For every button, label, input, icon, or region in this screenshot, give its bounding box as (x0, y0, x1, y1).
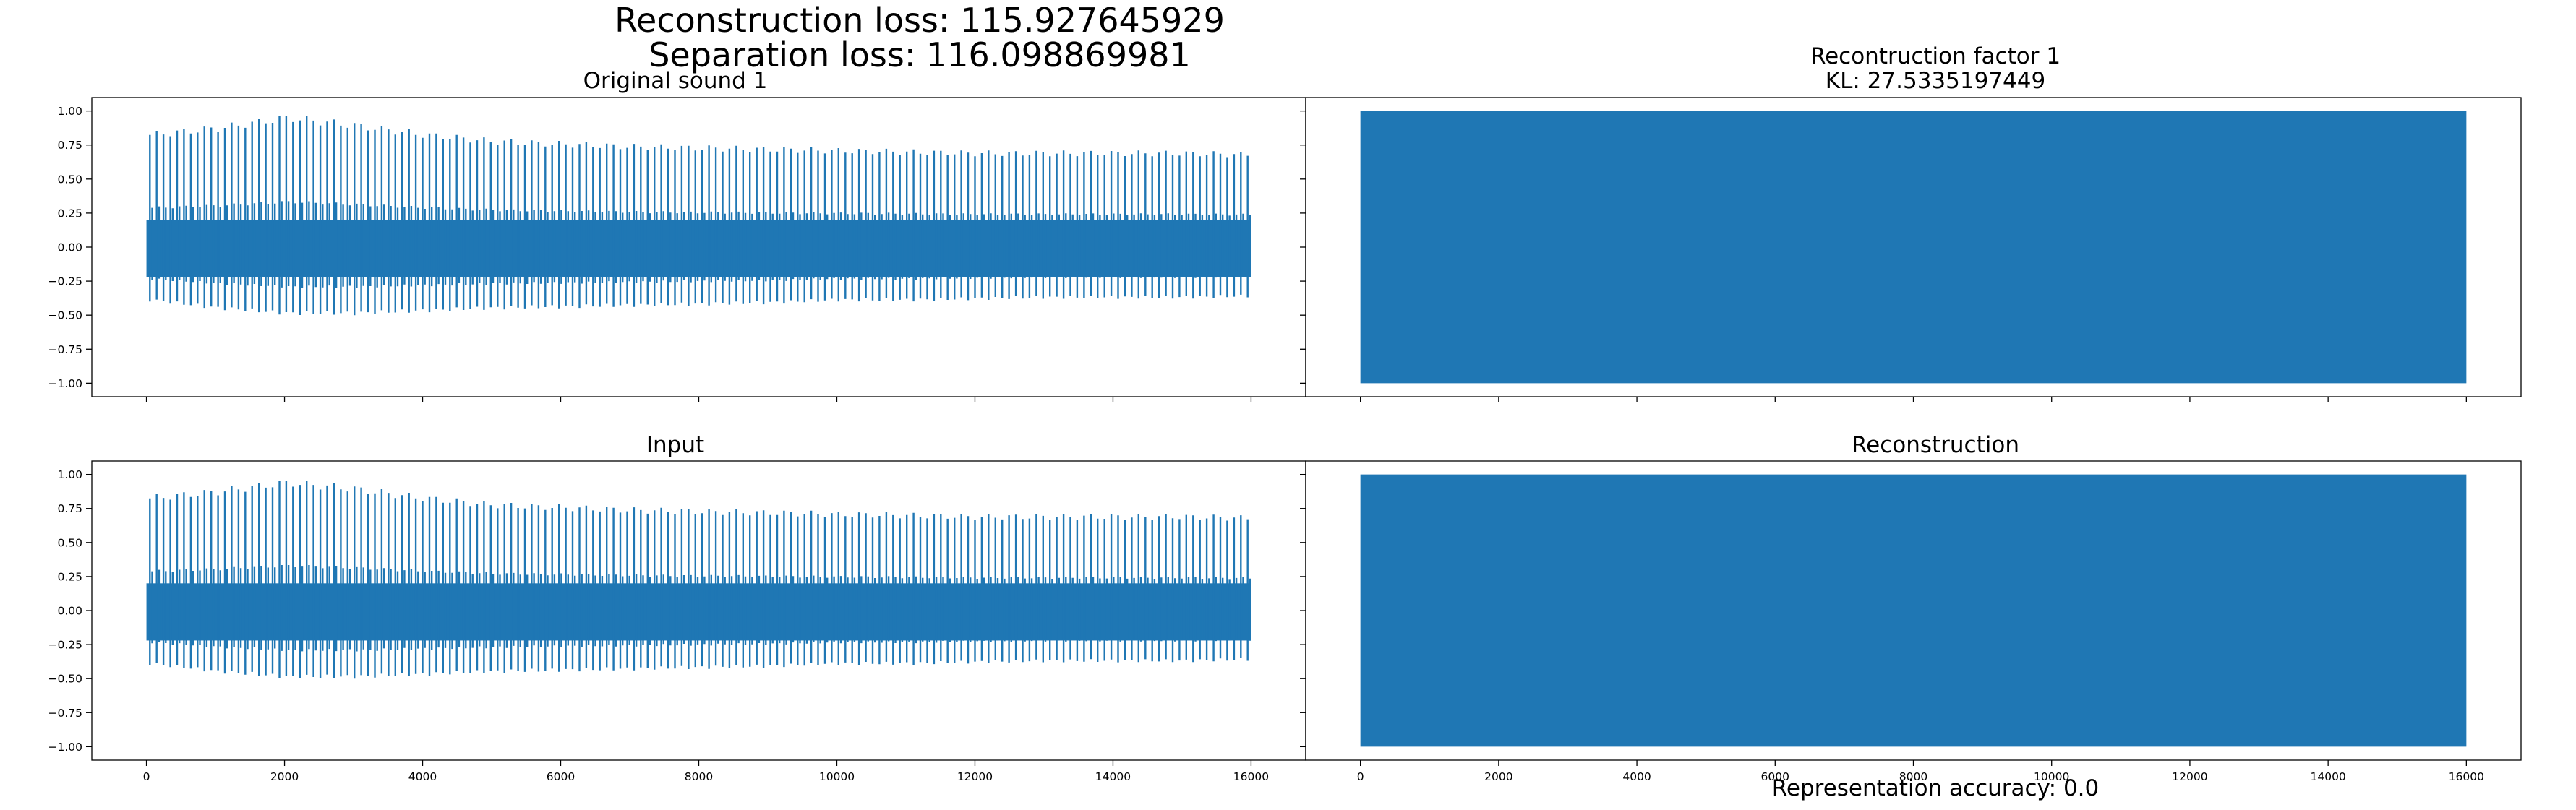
x-tick-label: 0 (1357, 770, 1364, 783)
series-line (149, 481, 1251, 679)
y-tick-label: −0.25 (48, 275, 83, 288)
y-tick-label: 0.00 (57, 605, 82, 618)
x-axis (1359, 397, 2468, 402)
suptitle-line1: Reconstruction loss: 115.927645929 (615, 1, 1225, 40)
subplot-title: Original sound 1 (583, 68, 768, 94)
y-tick-label: 0.25 (57, 207, 82, 220)
y-tick-label: −0.75 (48, 707, 83, 720)
subplot-title: Reconstruction (1852, 432, 2019, 458)
x-tick-label: 4000 (408, 770, 437, 783)
series-fill (1360, 474, 2467, 747)
x-axis (145, 397, 1252, 402)
series-fill (1360, 111, 2467, 384)
subplot-reconstruction: Reconstruction 0 2000 4000 6000 8000 10000 120… (1300, 432, 2522, 783)
x-axis: 0 2000 4000 6000 8000 10000 12000 14000 16000 (143, 760, 1269, 783)
y-tick-label: 0.00 (57, 241, 82, 254)
x-tick-label: 16000 (2449, 770, 2484, 783)
x-tick-label: 10000 (2034, 770, 2069, 783)
x-tick-label: 12000 (2172, 770, 2207, 783)
x-tick-label: 12000 (957, 770, 993, 783)
subplot-subtitle: KL: 27.5335197449 (1826, 68, 2045, 94)
x-tick-label: 8000 (685, 770, 713, 783)
subplot-input: Input −1.00 −0.75 −0.50 −0.25 0.00 0.25 0.50 0.… (48, 432, 1306, 783)
y-axis (1300, 110, 1306, 384)
y-tick-label: 0.25 (57, 570, 82, 583)
y-tick-label: −0.50 (48, 309, 83, 322)
y-tick-label: −0.50 (48, 673, 83, 686)
y-axis: −1.00 −0.75 −0.50 −0.25 0.00 0.25 0.50 0.75 1.00 (48, 105, 92, 390)
x-tick-label: 6000 (1761, 770, 1789, 783)
y-tick-label: 0.50 (57, 173, 82, 186)
x-tick-label: 6000 (547, 770, 575, 783)
y-tick-label: 0.50 (57, 536, 82, 549)
subplot-title: Input (646, 432, 704, 458)
suptitle-line2: Separation loss: 116.098869981 (649, 35, 1191, 74)
y-axis: −1.00 −0.75 −0.50 −0.25 0.00 0.25 0.50 0.75 1.00 (48, 468, 92, 754)
y-tick-label: 0.75 (57, 139, 82, 152)
y-tick-label: 1.00 (57, 468, 82, 481)
x-tick-label: 4000 (1622, 770, 1651, 783)
y-tick-label: 0.75 (57, 502, 82, 515)
x-tick-label: 0 (143, 770, 150, 783)
representation-accuracy: Representation accuracy: 0.0 (1772, 775, 2100, 801)
x-axis: 0 2000 4000 6000 8000 10000 12000 14000 16000 (1357, 760, 2484, 783)
y-tick-label: 1.00 (57, 105, 82, 118)
y-tick-label: −1.00 (48, 377, 83, 390)
series-line (149, 116, 1251, 316)
x-tick-label: 14000 (2310, 770, 2345, 783)
series-band (146, 220, 1251, 277)
series-band (146, 583, 1251, 641)
y-tick-label: −1.00 (48, 741, 83, 754)
y-axis (1300, 473, 1306, 748)
subplot-title: Recontruction factor 1 (1810, 43, 2061, 69)
subplot-reconstruction-factor: Recontruction factor 1 KL: 27.5335197449 (1300, 43, 2522, 402)
x-tick-label: 2000 (270, 770, 299, 783)
x-tick-label: 2000 (1484, 770, 1512, 783)
y-tick-label: −0.25 (48, 639, 83, 652)
y-tick-label: −0.75 (48, 343, 83, 356)
x-tick-label: 16000 (1233, 770, 1269, 783)
x-tick-label: 10000 (819, 770, 855, 783)
x-tick-label: 8000 (1899, 770, 1927, 783)
x-tick-label: 14000 (1095, 770, 1131, 783)
